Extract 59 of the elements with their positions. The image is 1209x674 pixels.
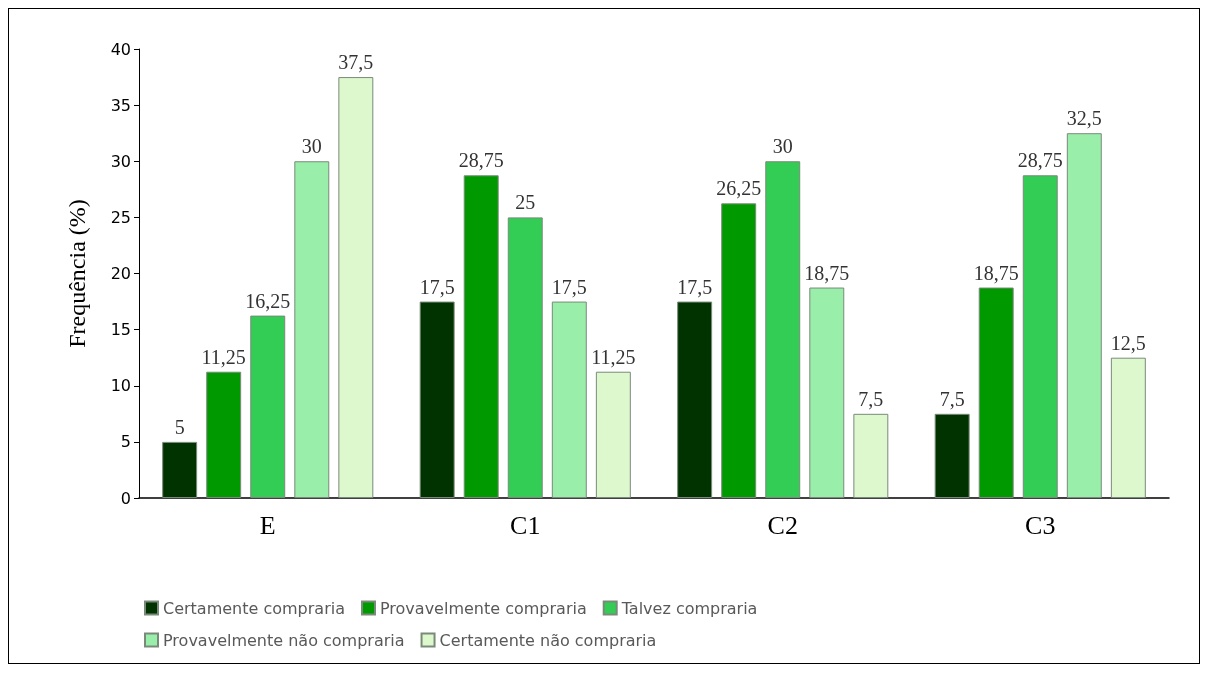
y-tick-label: 10 (110, 376, 131, 396)
x-tick-label: C3 (1025, 510, 1056, 540)
y-tick-label: 35 (110, 95, 131, 115)
bar (294, 161, 330, 498)
data-label: 18,75 (804, 261, 850, 284)
data-label: 17,5 (419, 275, 455, 298)
y-tick-label: 40 (110, 39, 131, 59)
bar (677, 301, 713, 498)
bar (206, 371, 242, 498)
data-label: 30 (301, 135, 322, 158)
legend-label: Provavelmente não compraria (163, 630, 405, 650)
legend-label: Certamente compraria (163, 598, 345, 618)
x-tick-label: C2 (767, 510, 798, 540)
data-label: 12,5 (1110, 331, 1146, 354)
bar (1022, 175, 1058, 498)
data-label: 7,5 (858, 387, 884, 410)
bar (809, 287, 845, 498)
y-tick-label: 0 (120, 488, 131, 508)
data-label: 7,5 (939, 387, 965, 410)
y-tick-label: 20 (110, 264, 131, 283)
data-label: 5 (174, 415, 185, 438)
bar (419, 301, 455, 498)
data-label: 11,25 (201, 345, 246, 368)
data-label: 28,75 (1017, 149, 1063, 172)
data-label: 25 (515, 191, 536, 214)
y-tick-label: 25 (110, 207, 131, 227)
bar (162, 441, 198, 498)
x-tick-label: E (259, 510, 276, 540)
bar (595, 371, 631, 498)
data-label: 30 (772, 135, 793, 158)
data-label: 18,75 (973, 261, 1019, 284)
data-label: 37,5 (338, 51, 374, 74)
data-label: 17,5 (677, 275, 713, 298)
legend-label: Provavelmente compraria (379, 598, 587, 618)
bar (1110, 357, 1146, 498)
bar (853, 413, 889, 498)
bar (978, 287, 1014, 498)
data-label: 32,5 (1066, 107, 1102, 130)
y-tick-label: 15 (110, 320, 131, 340)
bar (765, 161, 801, 498)
y-axis-title: Frequência (%) (64, 199, 90, 348)
data-label: 11,25 (591, 345, 636, 368)
bar (934, 413, 970, 498)
bar (463, 175, 499, 498)
y-tick-label: 30 (110, 151, 131, 171)
legend-label: Certamente não compraria (439, 630, 657, 650)
data-label: 26,25 (716, 177, 762, 200)
bar (721, 203, 757, 498)
legend-label: Talvez compraria (620, 598, 758, 618)
data-label: 17,5 (551, 275, 587, 298)
bar (250, 315, 286, 498)
x-tick-label: C1 (510, 510, 541, 540)
y-tick-label: 5 (120, 432, 131, 452)
data-label: 28,75 (458, 149, 504, 172)
bar (551, 301, 587, 498)
bar (338, 77, 374, 498)
bar (1066, 133, 1102, 498)
bar (507, 217, 543, 498)
data-label: 16,25 (245, 289, 291, 312)
